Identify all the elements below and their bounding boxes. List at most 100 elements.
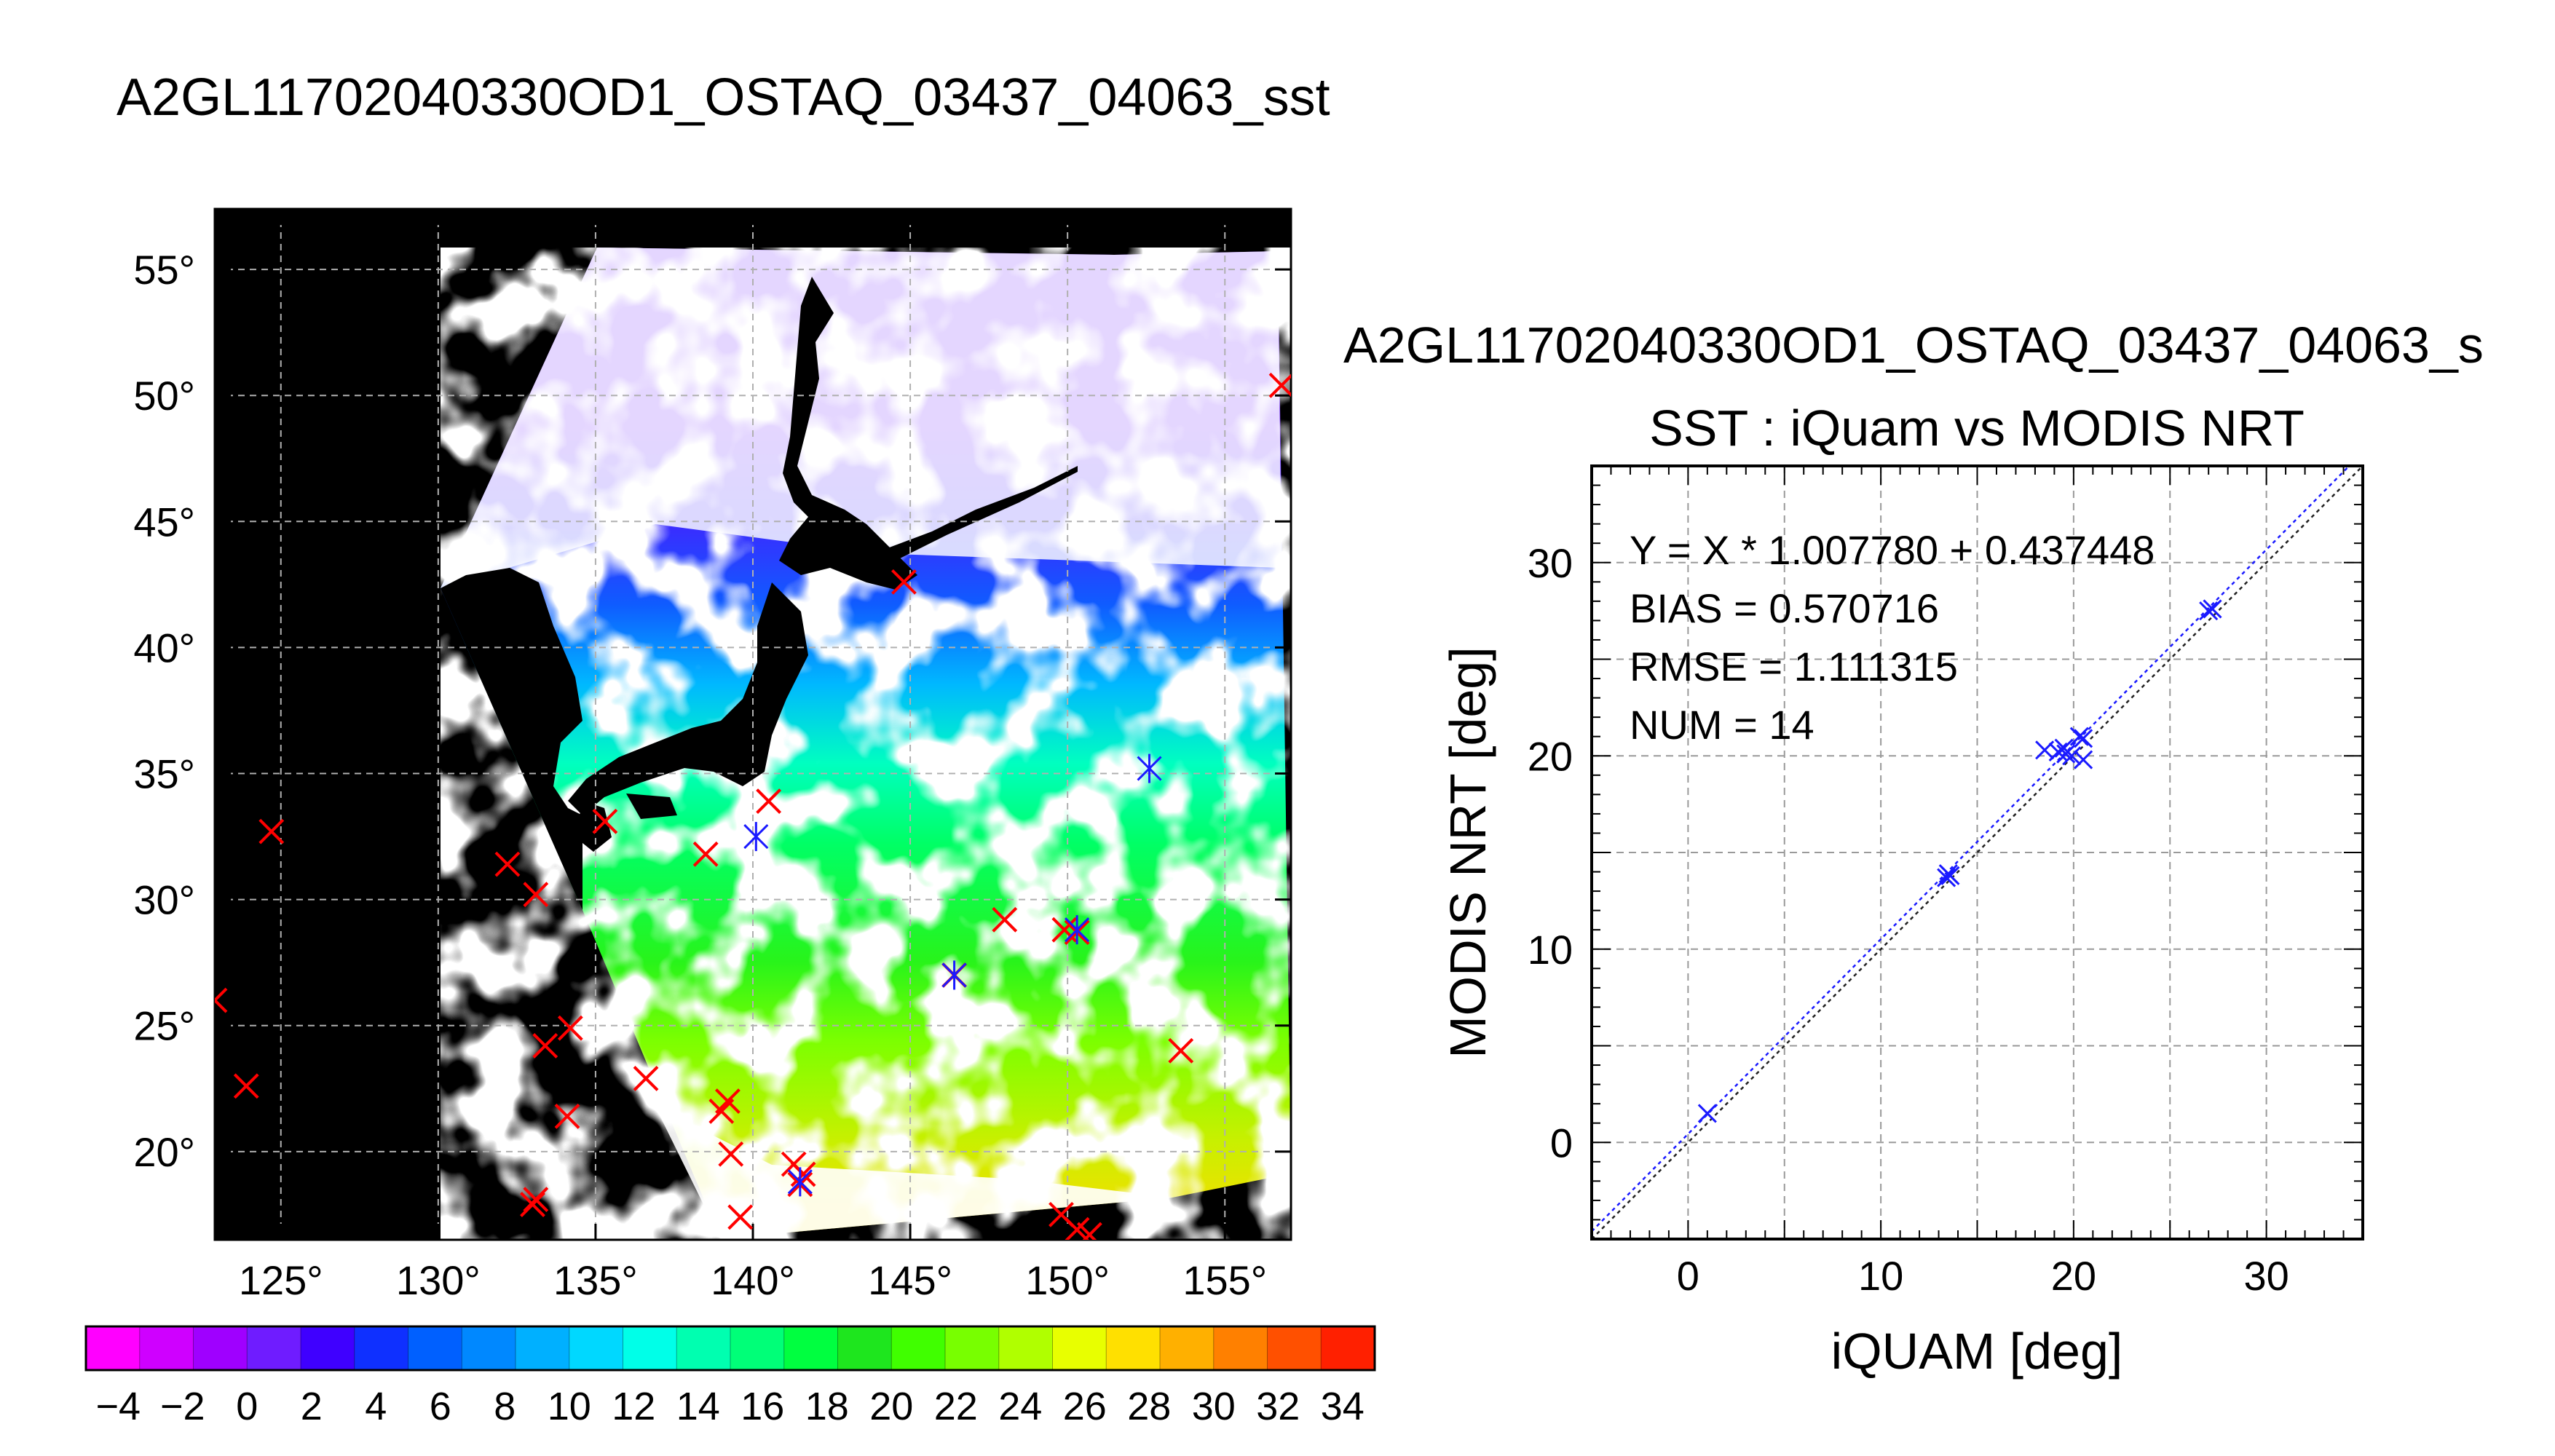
colorbar-label: −2	[160, 1385, 205, 1428]
lat-tick-label: 30°	[133, 877, 195, 923]
iquam-marker	[718, 1141, 744, 1167]
colorbar-segment	[516, 1326, 570, 1370]
y-tick-label: 10	[1528, 927, 1573, 973]
colorbar-label: 32	[1256, 1385, 1300, 1428]
lon-tick-label: 135°	[553, 1257, 638, 1303]
iquam-marker	[992, 906, 1018, 933]
y-axis-label: MODIS NRT [deg]	[1440, 646, 1496, 1058]
colorbar-segment	[247, 1326, 301, 1370]
colorbar-label: 26	[1063, 1385, 1107, 1428]
colorbar-segment	[1321, 1326, 1375, 1370]
colorbar-segment	[139, 1326, 194, 1370]
iquam-marker	[756, 788, 782, 815]
colorbar-labels: −4 −2 0 2 4 6 8 10 12 14 16 18 20 22 24 26 28 30 32 34	[95, 1385, 1364, 1428]
colorbar-label: 0	[236, 1385, 258, 1428]
swath-cloud-south	[655, 1107, 1172, 1240]
iquam-marker	[523, 882, 549, 908]
y-tick-label: 0	[1550, 1120, 1573, 1166]
iquam-marker	[692, 841, 719, 867]
stats-annotations: Y = X * 1.007780 + 0.437448 BIAS = 0.5707…	[1630, 527, 2155, 748]
land-kyushu-shikoku	[575, 794, 677, 852]
colorbar-segment	[837, 1326, 892, 1370]
colorbar-segment	[783, 1326, 839, 1370]
matched-marker	[941, 960, 967, 990]
colorbar-label: 34	[1321, 1385, 1365, 1428]
x-tick-label: 0	[1677, 1253, 1699, 1299]
colorbar-label: 22	[934, 1385, 978, 1428]
iquam-marker	[1077, 1222, 1102, 1240]
colorbar-segment	[408, 1326, 462, 1370]
colorbar-label: 28	[1127, 1385, 1171, 1428]
scatter-points	[1697, 599, 2222, 1123]
land-sakhalin-hokkaido	[779, 277, 917, 590]
colorbar-label: 4	[365, 1385, 387, 1428]
colorbar-label: 10	[548, 1385, 591, 1428]
lat-tick-label: 55°	[133, 247, 195, 293]
scatter-point	[2074, 750, 2093, 769]
stat-annotation: BIAS = 0.570716	[1630, 585, 1939, 631]
iquam-marker	[592, 808, 618, 834]
scatter-granule-title: A2GL11702040330OD1_OSTAQ_03437_04063_s	[1343, 317, 2484, 373]
map-title: A2GL11702040330OD1_OSTAQ_03437_04063_sst	[117, 68, 1330, 127]
scatter-point	[1937, 868, 1956, 887]
iquam-marker	[1268, 372, 1291, 398]
colorbar-label: 6	[430, 1385, 451, 1428]
scatter-point	[1697, 1104, 1717, 1123]
colorbar-label: 16	[741, 1385, 784, 1428]
colorbar-segment	[1052, 1326, 1107, 1370]
lat-tick-label: 45°	[133, 499, 195, 545]
iquam-marker	[891, 569, 917, 595]
stat-annotation: NUM = 14	[1630, 702, 1814, 748]
x-tick-label: 30	[2243, 1253, 2289, 1299]
colorbar-segment	[945, 1326, 1000, 1370]
iquam-marker	[532, 1033, 558, 1059]
lat-tick-label: 35°	[133, 751, 195, 797]
y-tick-labels: 0 10 20 30	[1528, 540, 1573, 1166]
x-tick-label: 10	[1858, 1253, 1903, 1299]
matched-marker	[1065, 915, 1090, 945]
lon-tick-label: 145°	[868, 1257, 952, 1303]
lat-tick-labels: 20° 25° 30° 35° 40° 45° 50° 55°	[133, 247, 195, 1175]
lon-tick-label: 130°	[396, 1257, 481, 1303]
colorbar-segment	[1160, 1326, 1215, 1370]
iquam-marker	[1049, 1201, 1074, 1227]
colorbar-segment	[676, 1326, 731, 1370]
scatter-ticks	[1591, 465, 2364, 1240]
scatter-point	[1940, 866, 1960, 885]
colorbar-segment	[1106, 1326, 1161, 1370]
land-kamchatka-coast	[874, 466, 1078, 561]
colorbar-segment	[1213, 1326, 1268, 1370]
y-tick-label: 20	[1528, 733, 1573, 779]
scatter-point	[2062, 746, 2082, 766]
map-ticks	[215, 209, 1291, 1240]
colorbar-label: 18	[805, 1385, 849, 1428]
colorbar-segment	[193, 1326, 248, 1370]
match-markers	[215, 372, 1291, 1240]
iquam-marker	[715, 1088, 741, 1114]
iquam-marker	[554, 1103, 580, 1129]
colorbar-segment	[86, 1326, 141, 1370]
iquam-marker	[233, 1073, 259, 1099]
colorbar-segment	[354, 1326, 409, 1370]
x-tick-label: 20	[2051, 1253, 2096, 1299]
iquam-marker	[494, 851, 521, 877]
lon-tick-label: 125°	[239, 1257, 323, 1303]
colorbar-label: 20	[869, 1385, 913, 1428]
colorbar-label: 8	[494, 1385, 516, 1428]
iquam-marker	[633, 1066, 659, 1091]
lat-tick-label: 20°	[133, 1129, 195, 1175]
regression-line	[1592, 466, 2351, 1233]
land-honshu	[568, 582, 808, 815]
scatter-point	[2069, 727, 2089, 746]
colorbar-label: −4	[95, 1385, 141, 1428]
stat-annotation: RMSE = 1.111315	[1630, 644, 1958, 689]
scatter-title: SST : iQuam vs MODIS NRT	[1649, 400, 2305, 456]
scatter-point	[2203, 599, 2222, 619]
matched-marker	[743, 822, 769, 852]
iquam-marker	[523, 1187, 549, 1213]
lon-tick-label: 140°	[711, 1257, 795, 1303]
colorbar-segment	[623, 1326, 677, 1370]
colorbar-segment	[730, 1326, 785, 1370]
lat-tick-label: 25°	[133, 1003, 195, 1049]
